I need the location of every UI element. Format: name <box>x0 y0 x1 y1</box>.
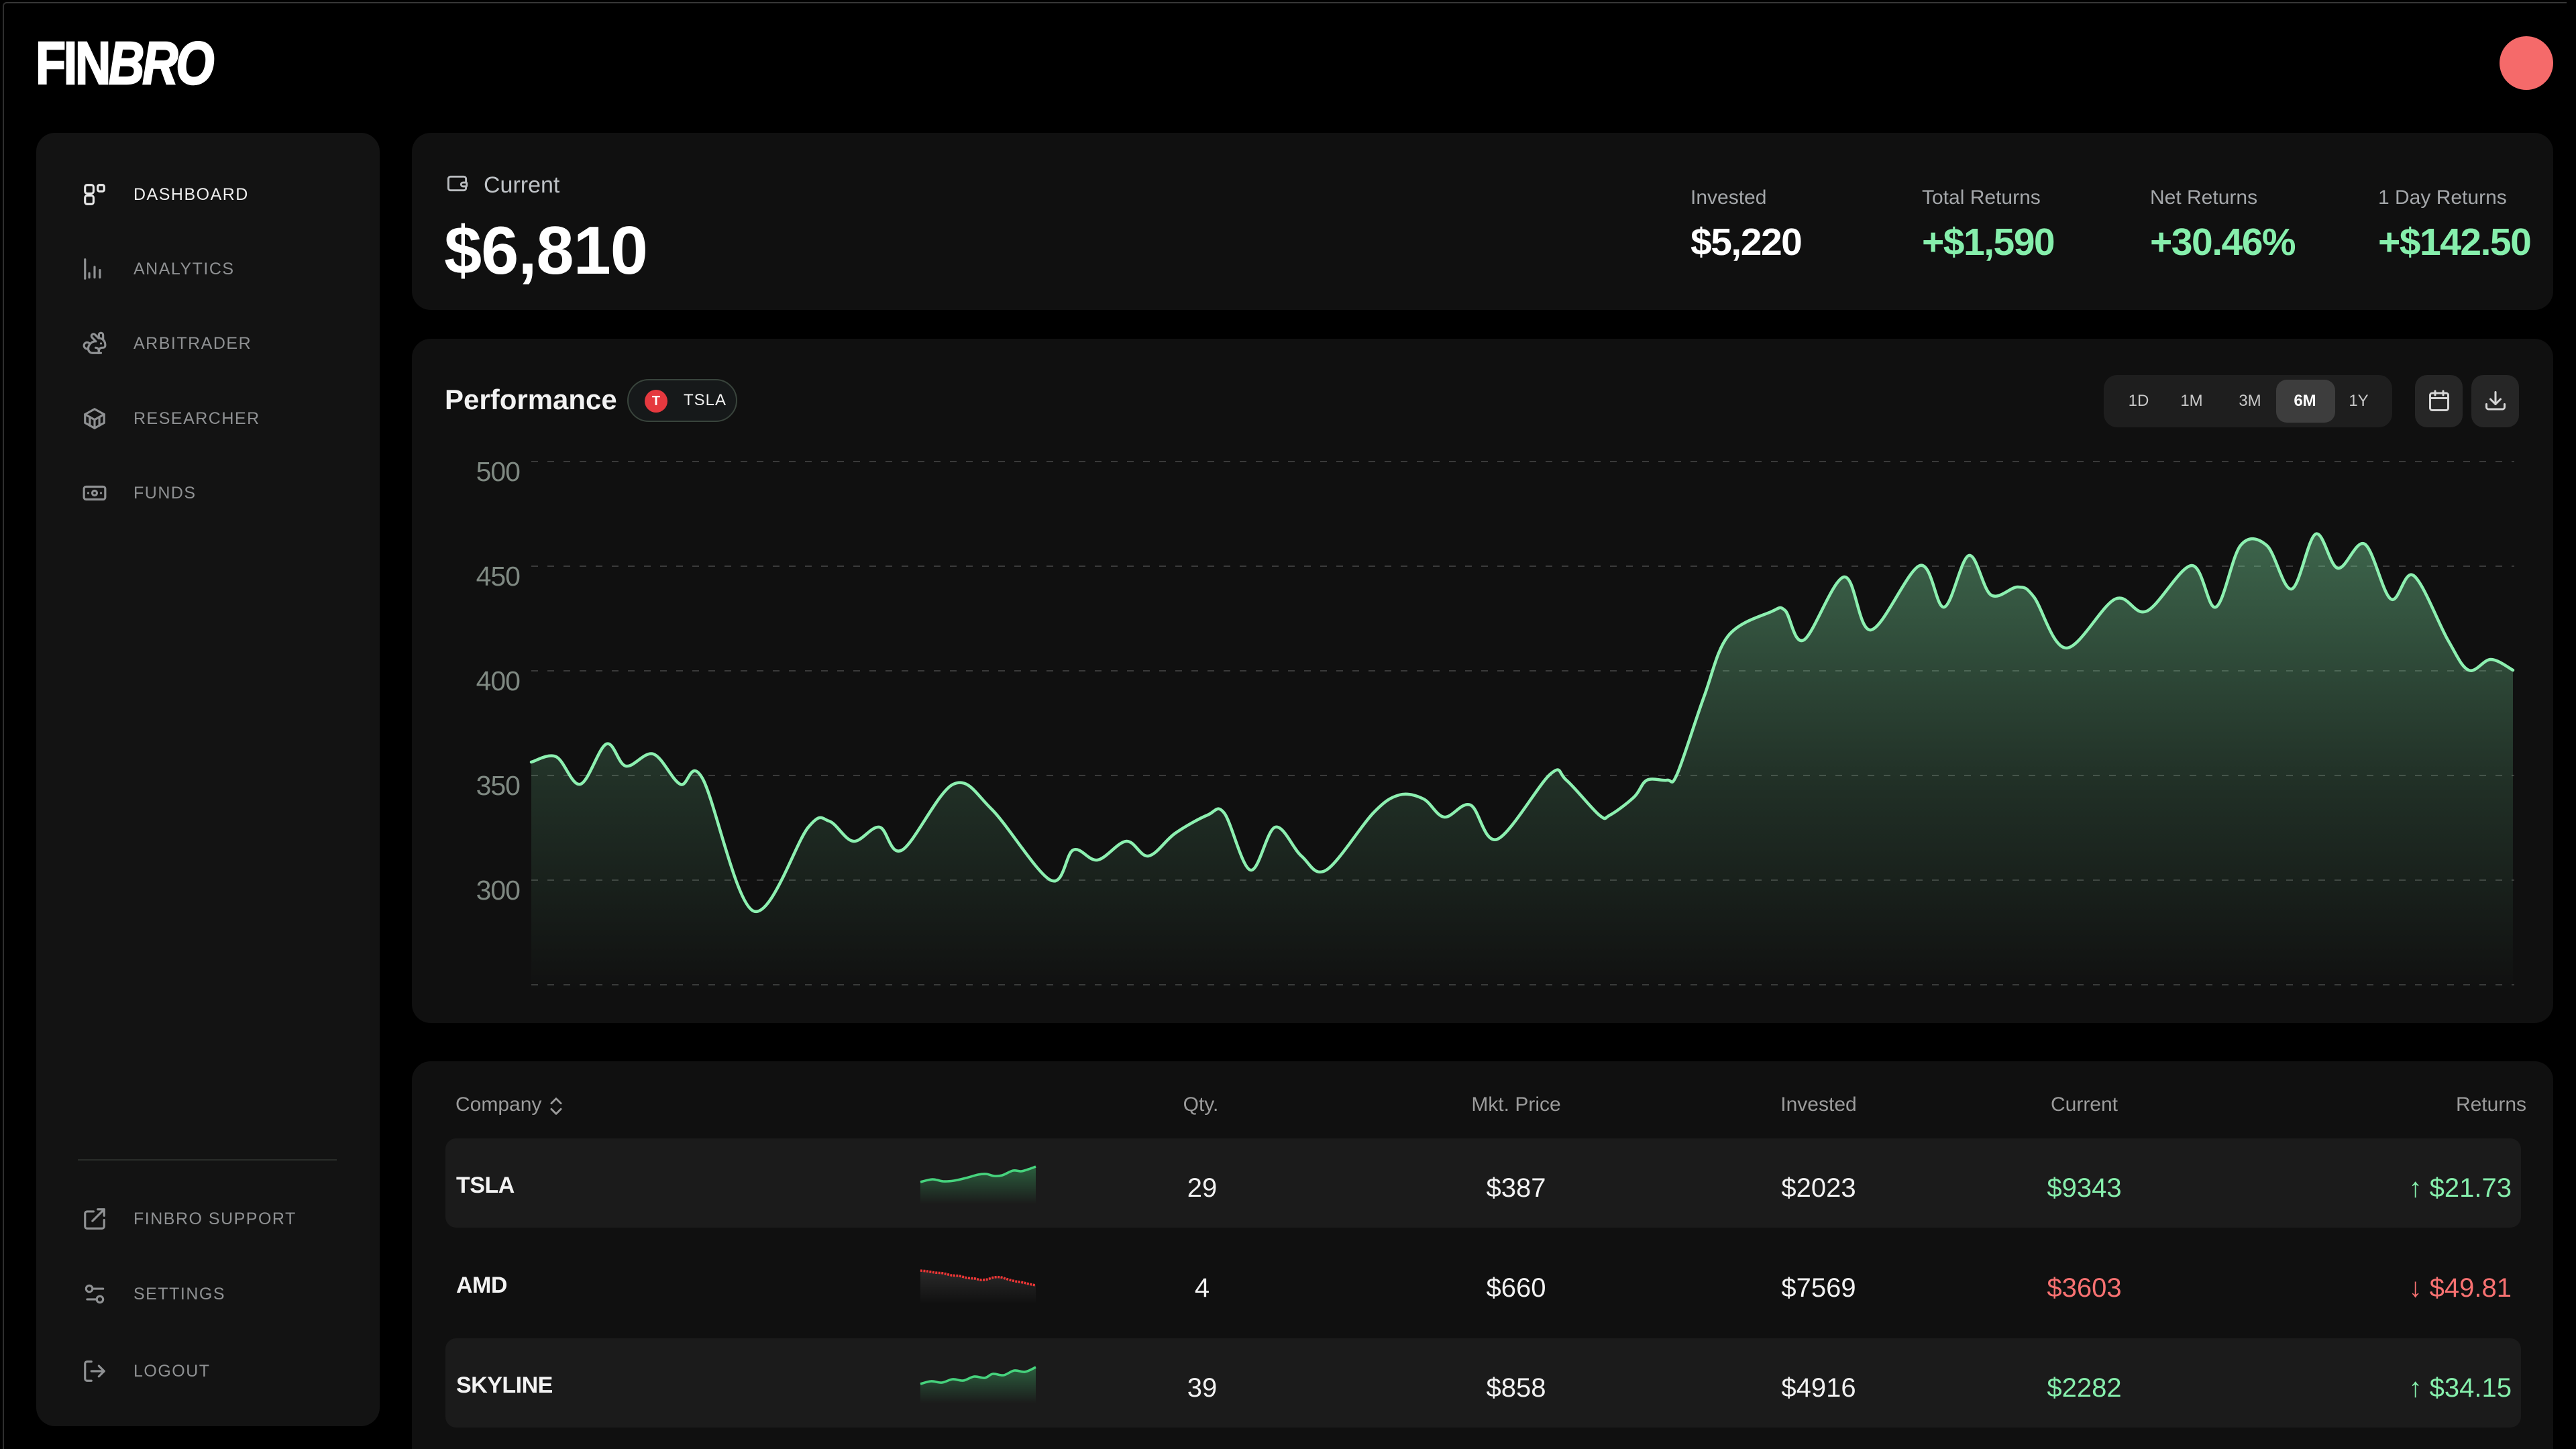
svg-text:350: 350 <box>476 770 521 801</box>
svg-text:450: 450 <box>476 561 521 592</box>
svg-text:400: 400 <box>476 665 521 696</box>
svg-text:300: 300 <box>476 875 521 906</box>
svg-text:500: 500 <box>476 456 521 487</box>
